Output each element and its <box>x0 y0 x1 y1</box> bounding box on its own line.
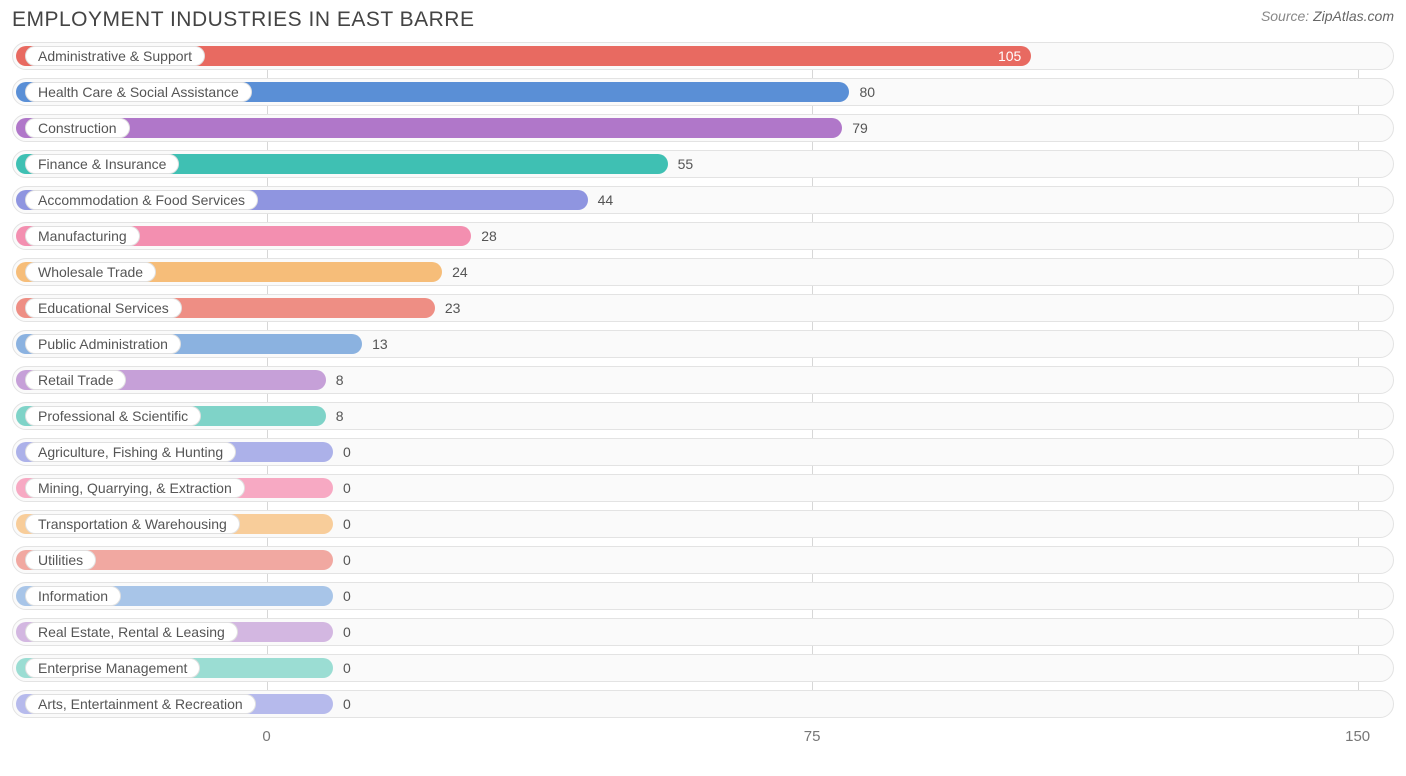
bar-value-label: 13 <box>372 336 388 352</box>
bar-category-label: Retail Trade <box>25 370 126 390</box>
bar-value-label: 0 <box>343 480 351 496</box>
bar-value-label: 79 <box>852 120 868 136</box>
bar-value-label: 0 <box>343 516 351 532</box>
bar-category-label: Enterprise Management <box>25 658 200 678</box>
bar-category-label: Real Estate, Rental & Leasing <box>25 622 238 642</box>
bar-value-label: 80 <box>859 84 875 100</box>
bar-value-label: 8 <box>336 372 344 388</box>
bar-category-label: Educational Services <box>25 298 182 318</box>
bar-category-label: Information <box>25 586 121 606</box>
bar-category-label: Finance & Insurance <box>25 154 179 174</box>
bar-value-label: 24 <box>452 264 468 280</box>
bar-row: Accommodation & Food Services 44 <box>12 186 1394 214</box>
bar-row: Wholesale Trade 24 <box>12 258 1394 286</box>
bar-row: Administrative & Support 105 <box>12 42 1394 70</box>
bar-value-label: 55 <box>678 156 694 172</box>
bar-category-label: Mining, Quarrying, & Extraction <box>25 478 245 498</box>
bar-category-label: Arts, Entertainment & Recreation <box>25 694 256 714</box>
bar-row: Educational Services 23 <box>12 294 1394 322</box>
x-axis-tick-label: 75 <box>804 728 821 745</box>
x-axis: 0 75 150 <box>12 726 1394 754</box>
bar-category-label: Health Care & Social Assistance <box>25 82 252 102</box>
bar-row: Health Care & Social Assistance 80 <box>12 78 1394 106</box>
bar-row: Professional & Scientific 8 <box>12 402 1394 430</box>
bar-category-label: Manufacturing <box>25 226 140 246</box>
bar-row: Utilities 0 <box>12 546 1394 574</box>
bar-row: Construction 79 <box>12 114 1394 142</box>
bar-fill <box>16 118 842 138</box>
bar-row: Agriculture, Fishing & Hunting 0 <box>12 438 1394 466</box>
bar-category-label: Accommodation & Food Services <box>25 190 258 210</box>
bar-value-label: 23 <box>445 300 461 316</box>
bar-value-label: 0 <box>343 696 351 712</box>
bar-value-label: 0 <box>343 624 351 640</box>
bar-row: Mining, Quarrying, & Extraction 0 <box>12 474 1394 502</box>
bar-category-label: Professional & Scientific <box>25 406 201 426</box>
bar-row: Enterprise Management 0 <box>12 654 1394 682</box>
bar-row: Finance & Insurance 55 <box>12 150 1394 178</box>
bar-category-label: Administrative & Support <box>25 46 205 66</box>
bar-row: Real Estate, Rental & Leasing 0 <box>12 618 1394 646</box>
bar-value-label: 105 <box>998 48 1021 64</box>
bar-row: Information 0 <box>12 582 1394 610</box>
bar-value-label: 0 <box>343 660 351 676</box>
bar-category-label: Utilities <box>25 550 96 570</box>
bar-value-label: 0 <box>343 588 351 604</box>
bar-row: Public Administration 13 <box>12 330 1394 358</box>
bar-category-label: Construction <box>25 118 130 138</box>
bar-row: Arts, Entertainment & Recreation 0 <box>12 690 1394 718</box>
bar-value-label: 0 <box>343 552 351 568</box>
x-axis-tick-label: 150 <box>1345 728 1370 745</box>
source-site: ZipAtlas.com <box>1313 8 1394 24</box>
bar-category-label: Transportation & Warehousing <box>25 514 240 534</box>
bar-value-label: 8 <box>336 408 344 424</box>
bar-row: Retail Trade 8 <box>12 366 1394 394</box>
bar-category-label: Agriculture, Fishing & Hunting <box>25 442 236 462</box>
source-label: Source: <box>1261 8 1309 24</box>
bar-value-label: 28 <box>481 228 497 244</box>
source-attribution: Source: ZipAtlas.com <box>1261 8 1394 24</box>
bar-category-label: Public Administration <box>25 334 181 354</box>
header: EMPLOYMENT INDUSTRIES IN EAST BARRE Sour… <box>12 8 1394 32</box>
x-axis-tick-label: 0 <box>262 728 270 745</box>
bar-value-label: 0 <box>343 444 351 460</box>
chart-area: Administrative & Support 105 Health Care &… <box>12 42 1394 754</box>
bar-row: Manufacturing 28 <box>12 222 1394 250</box>
bar-value-label: 44 <box>598 192 614 208</box>
bars-container: Administrative & Support 105 Health Care &… <box>12 42 1394 718</box>
bar-category-label: Wholesale Trade <box>25 262 156 282</box>
bar-row: Transportation & Warehousing 0 <box>12 510 1394 538</box>
chart-title: EMPLOYMENT INDUSTRIES IN EAST BARRE <box>12 8 474 32</box>
